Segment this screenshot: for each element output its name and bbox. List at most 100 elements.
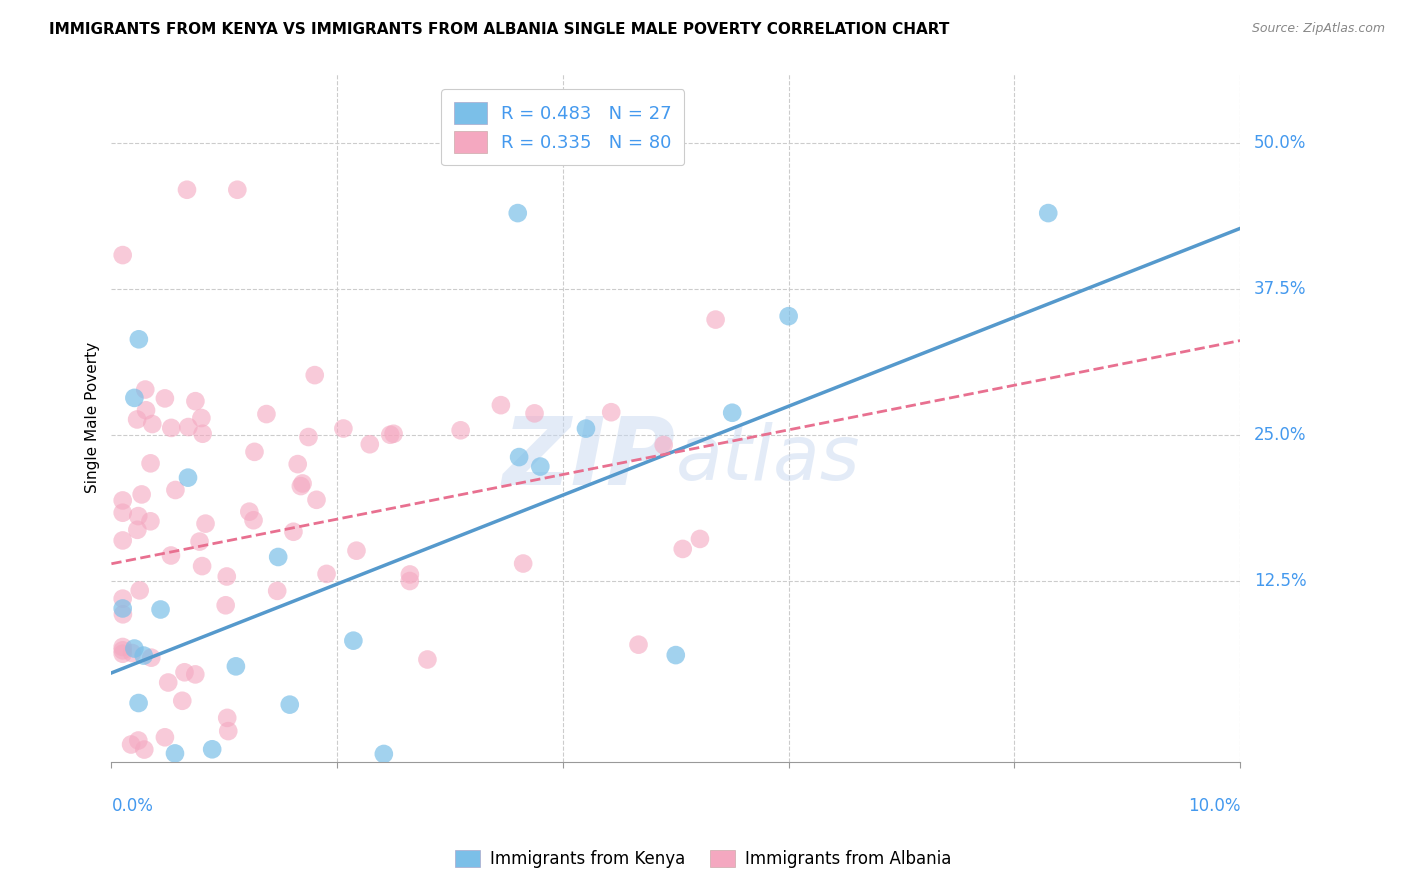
Immigrants from Albania	[121, 646, 143, 660]
Immigrants from Albania	[127, 733, 149, 747]
Immigrants from Albania	[512, 557, 534, 571]
Immigrants from Albania	[194, 516, 217, 531]
Immigrants from Albania	[299, 769, 322, 783]
Text: atlas: atlas	[676, 422, 860, 496]
Immigrants from Albania	[297, 430, 319, 444]
Immigrants from Albania	[689, 532, 711, 546]
Immigrants from Albania	[399, 567, 422, 582]
Immigrants from Albania	[111, 607, 134, 622]
Immigrants from Albania	[127, 523, 149, 537]
Immigrants from Albania	[283, 524, 305, 539]
Immigrants from Kenya	[342, 633, 364, 648]
Immigrants from Albania	[184, 394, 207, 409]
Y-axis label: Single Male Poverty: Single Male Poverty	[86, 342, 100, 493]
Immigrants from Albania	[157, 675, 180, 690]
Text: 25.0%: 25.0%	[1254, 425, 1306, 444]
Immigrants from Albania	[188, 534, 211, 549]
Immigrants from Kenya	[111, 782, 134, 797]
Immigrants from Kenya	[575, 422, 598, 436]
Immigrants from Albania	[165, 483, 187, 497]
Immigrants from Albania	[135, 403, 157, 417]
Text: ZIP: ZIP	[503, 413, 676, 505]
Text: IMMIGRANTS FROM KENYA VS IMMIGRANTS FROM ALBANIA SINGLE MALE POVERTY CORRELATION: IMMIGRANTS FROM KENYA VS IMMIGRANTS FROM…	[49, 22, 949, 37]
Immigrants from Albania	[215, 569, 238, 583]
Immigrants from Albania	[111, 493, 134, 508]
Immigrants from Albania	[305, 492, 328, 507]
Immigrants from Kenya	[128, 332, 150, 346]
Immigrants from Kenya	[149, 602, 172, 616]
Immigrants from Albania	[627, 638, 650, 652]
Immigrants from Kenya	[124, 641, 146, 656]
Immigrants from Albania	[111, 591, 134, 606]
Immigrants from Albania	[184, 667, 207, 681]
Immigrants from Albania	[382, 426, 405, 441]
Immigrants from Albania	[380, 427, 402, 442]
Immigrants from Kenya	[224, 788, 246, 802]
Immigrants from Kenya	[1038, 206, 1060, 220]
Immigrants from Kenya	[508, 450, 530, 464]
Immigrants from Albania	[127, 509, 149, 524]
Immigrants from Albania	[398, 574, 420, 588]
Immigrants from Kenya	[132, 648, 155, 663]
Immigrants from Kenya	[278, 698, 301, 712]
Immigrants from Albania	[416, 652, 439, 666]
Immigrants from Albania	[600, 405, 623, 419]
Immigrants from Albania	[160, 421, 183, 435]
Immigrants from Albania	[489, 398, 512, 412]
Immigrants from Albania	[177, 420, 200, 434]
Immigrants from Albania	[141, 650, 163, 665]
Immigrants from Albania	[238, 505, 260, 519]
Immigrants from Albania	[291, 476, 314, 491]
Immigrants from Albania	[191, 559, 214, 574]
Immigrants from Albania	[172, 694, 194, 708]
Immigrants from Albania	[523, 406, 546, 420]
Immigrants from Albania	[111, 533, 134, 548]
Immigrants from Albania	[215, 599, 238, 613]
Immigrants from Albania	[346, 543, 368, 558]
Text: 37.5%: 37.5%	[1254, 280, 1306, 298]
Text: 12.5%: 12.5%	[1254, 572, 1306, 590]
Immigrants from Albania	[111, 647, 134, 661]
Immigrants from Albania	[141, 417, 163, 431]
Immigrants from Albania	[131, 487, 153, 501]
Immigrants from Albania	[304, 368, 326, 383]
Immigrants from Albania	[134, 383, 156, 397]
Immigrants from Kenya	[551, 774, 574, 789]
Immigrants from Albania	[191, 426, 214, 441]
Immigrants from Albania	[290, 479, 312, 493]
Immigrants from Kenya	[111, 601, 134, 615]
Immigrants from Albania	[315, 566, 337, 581]
Immigrants from Albania	[254, 407, 277, 421]
Immigrants from Albania	[111, 643, 134, 657]
Immigrants from Albania	[111, 640, 134, 654]
Immigrants from Albania	[176, 183, 198, 197]
Immigrants from Albania	[127, 412, 149, 426]
Immigrants from Albania	[153, 731, 176, 745]
Immigrants from Albania	[266, 583, 288, 598]
Legend: Immigrants from Kenya, Immigrants from Albania: Immigrants from Kenya, Immigrants from A…	[449, 843, 957, 875]
Immigrants from Albania	[217, 724, 239, 739]
Immigrants from Albania	[226, 183, 249, 197]
Immigrants from Kenya	[529, 459, 551, 474]
Immigrants from Kenya	[128, 696, 150, 710]
Immigrants from Albania	[704, 312, 727, 326]
Immigrants from Albania	[153, 392, 176, 406]
Legend: R = 0.483   N = 27, R = 0.335   N = 80: R = 0.483 N = 27, R = 0.335 N = 80	[441, 89, 685, 165]
Immigrants from Kenya	[146, 782, 169, 797]
Immigrants from Kenya	[201, 742, 224, 756]
Immigrants from Kenya	[778, 309, 800, 323]
Immigrants from Albania	[243, 445, 266, 459]
Immigrants from Albania	[173, 665, 195, 680]
Immigrants from Albania	[450, 423, 472, 437]
Immigrants from Kenya	[721, 406, 744, 420]
Immigrants from Albania	[652, 438, 675, 452]
Immigrants from Albania	[111, 248, 134, 262]
Immigrants from Kenya	[163, 747, 186, 761]
Immigrants from Albania	[242, 513, 264, 527]
Immigrants from Kenya	[225, 659, 247, 673]
Immigrants from Kenya	[506, 206, 529, 220]
Immigrants from Albania	[120, 738, 142, 752]
Immigrants from Albania	[287, 457, 309, 471]
Text: 0.0%: 0.0%	[111, 797, 153, 814]
Immigrants from Albania	[160, 549, 183, 563]
